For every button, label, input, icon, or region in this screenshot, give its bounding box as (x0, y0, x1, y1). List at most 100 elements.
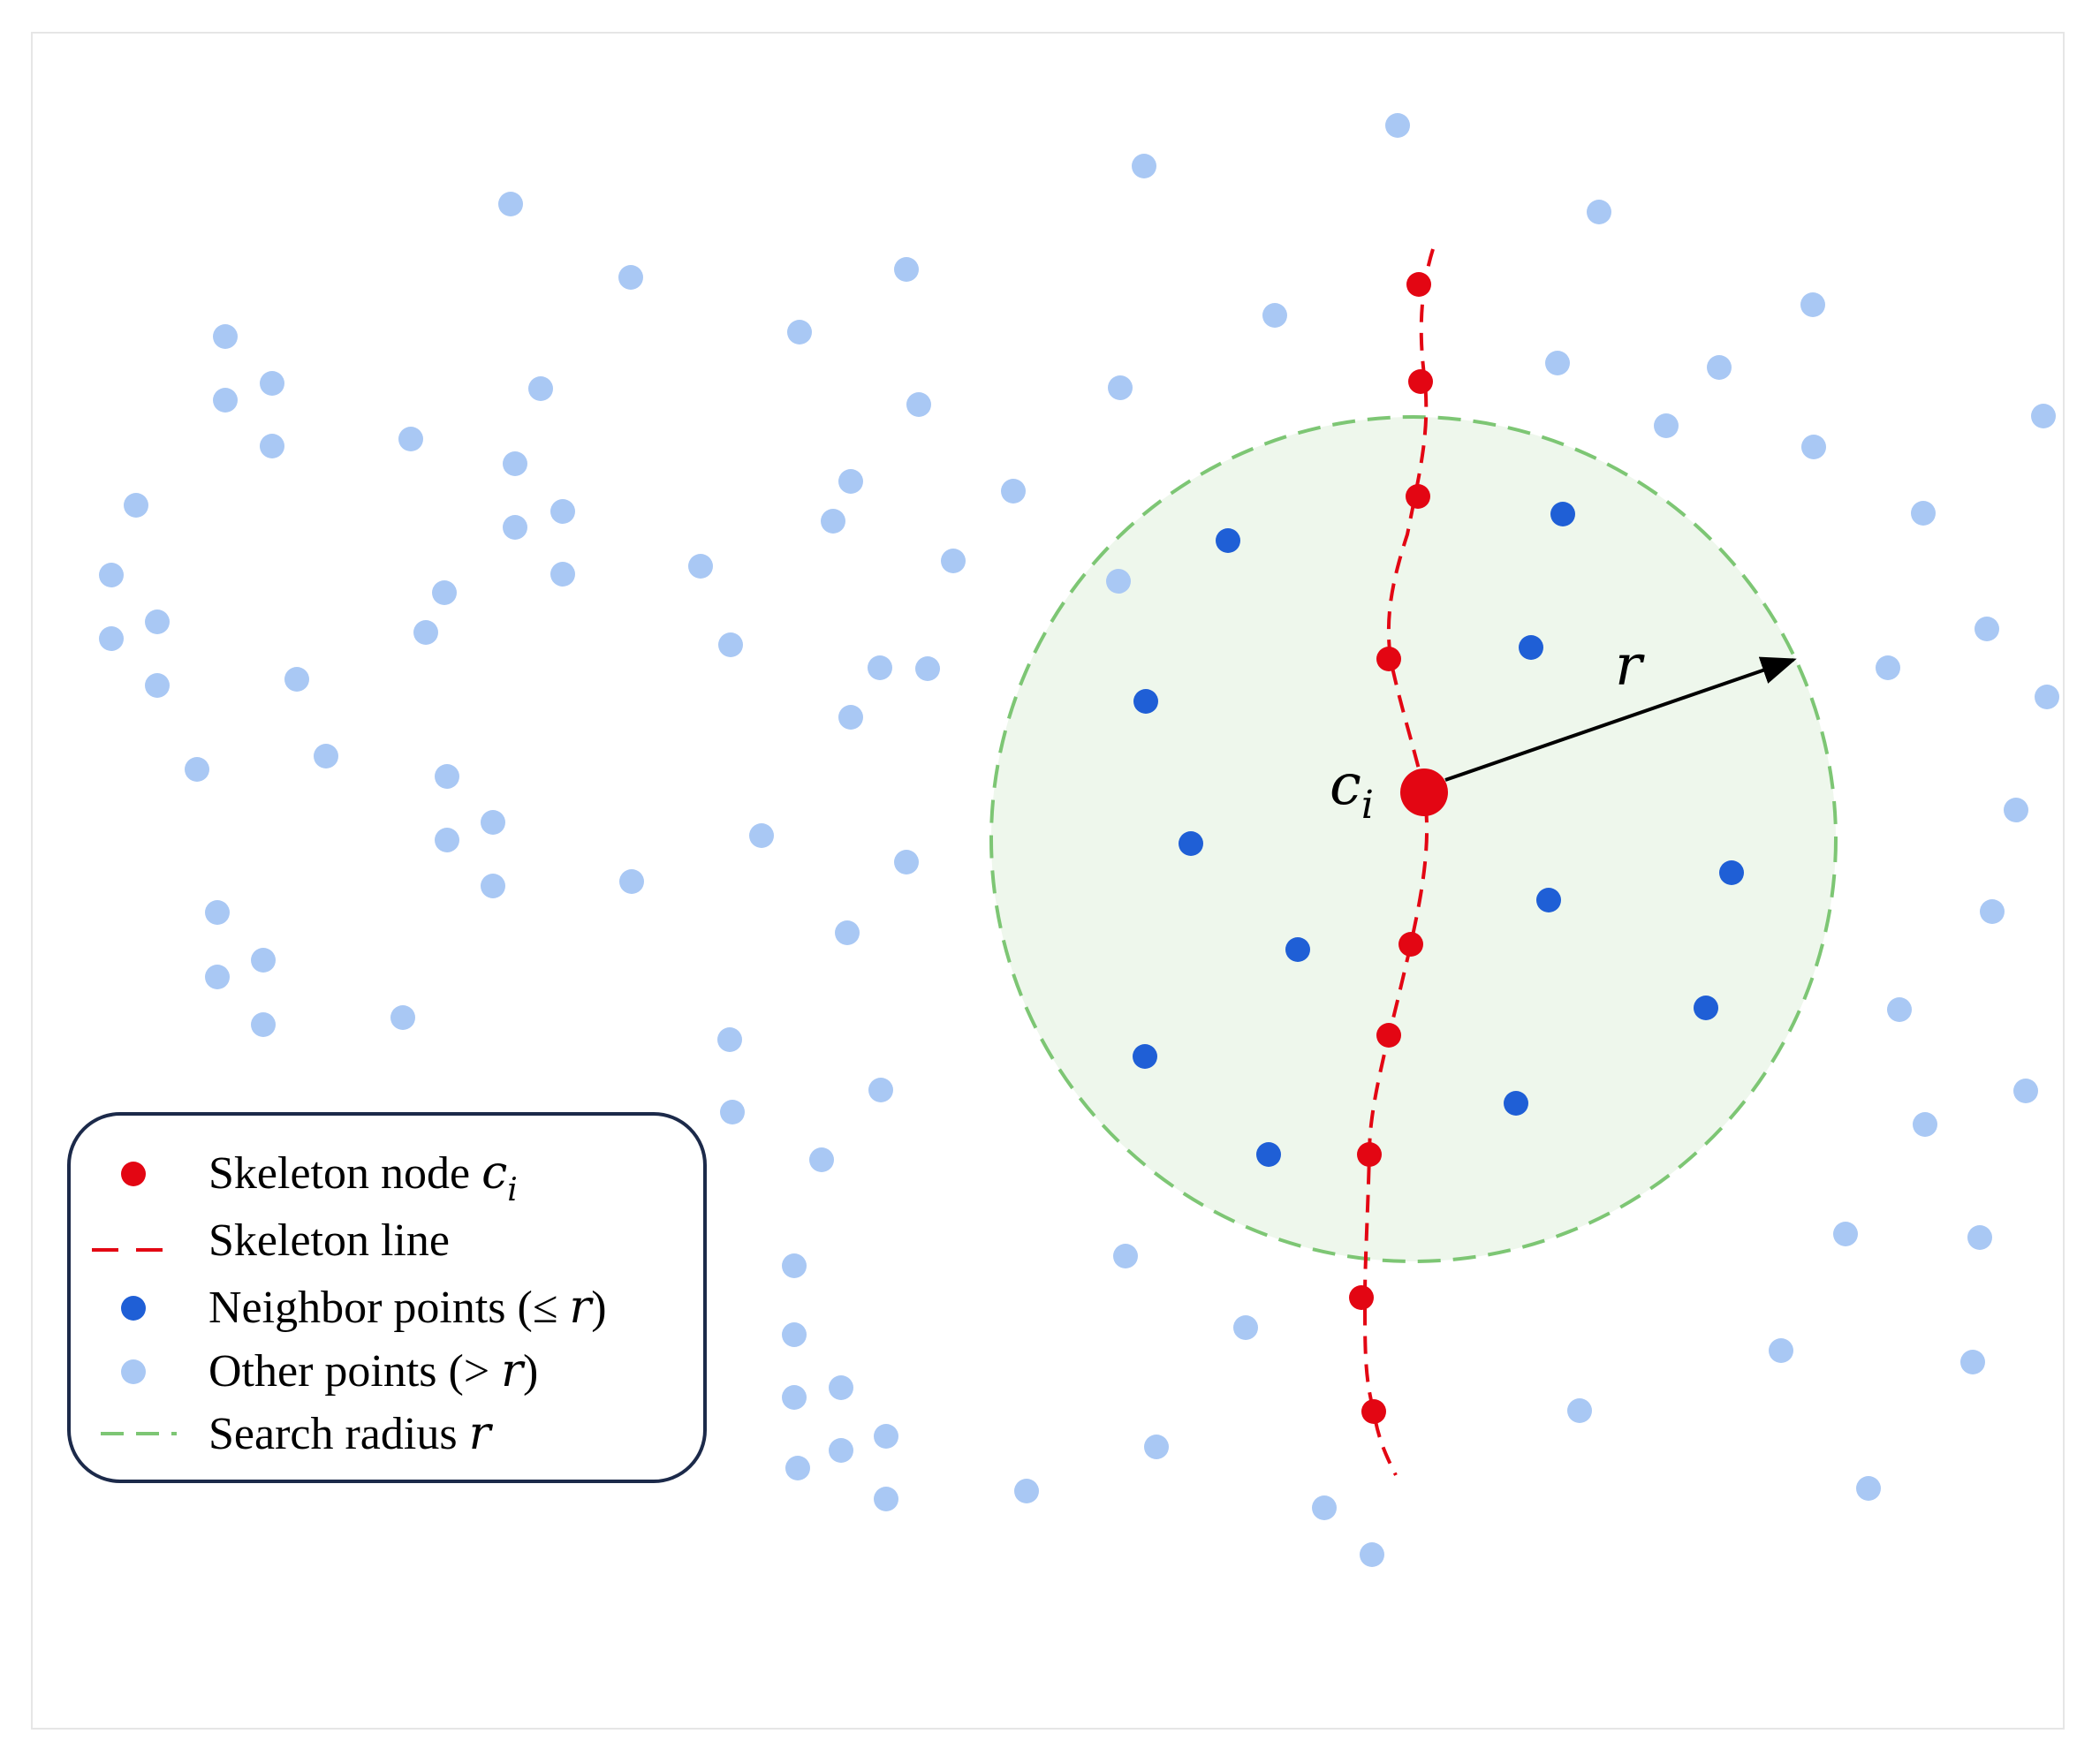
other-point (1833, 1222, 1858, 1246)
legend: Skeleton node ci Skeleton line Neighbor … (67, 1112, 707, 1483)
other-point (205, 900, 230, 925)
neighbor-point (1519, 635, 1543, 660)
other-point (1014, 1479, 1039, 1503)
skeleton-node (1376, 1023, 1401, 1048)
other-point (1856, 1476, 1881, 1501)
center-node-label: ci (1330, 753, 1374, 828)
other-point (314, 744, 338, 768)
legend-box (67, 1112, 707, 1483)
other-point (874, 1424, 898, 1449)
other-point (481, 810, 505, 835)
neighbor-point (1256, 1142, 1281, 1167)
other-point (1587, 200, 1611, 224)
other-point (503, 515, 527, 540)
other-point (528, 376, 553, 401)
other-point (1876, 655, 1900, 680)
other-point (251, 948, 276, 973)
search-radius-circle (989, 415, 1838, 1263)
other-point (1113, 1244, 1138, 1268)
other-point (1913, 1112, 1937, 1137)
neighbor-point (1694, 996, 1718, 1020)
other-point (284, 667, 309, 692)
other-point (1108, 375, 1133, 400)
other-point (1800, 292, 1825, 317)
neighbor-point (1719, 860, 1744, 885)
other-point (782, 1385, 807, 1410)
other-point (498, 192, 523, 216)
other-point (785, 1456, 810, 1480)
legend-skeleton-node-marker (121, 1162, 146, 1186)
skeleton-node (1408, 369, 1433, 394)
other-point (213, 324, 238, 349)
other-point (398, 427, 423, 451)
other-point (124, 493, 148, 518)
radius-arrow (1444, 656, 1797, 782)
other-point (2035, 685, 2059, 709)
other-point (838, 705, 863, 730)
other-points-group (99, 113, 2059, 1567)
other-point (868, 1078, 893, 1102)
other-point (717, 1027, 742, 1052)
other-point (1144, 1435, 1169, 1459)
other-point (821, 509, 845, 534)
neighbor-point (1285, 937, 1310, 962)
other-point (1132, 154, 1156, 178)
legend-search-radius-label: Search radius r (208, 1407, 494, 1460)
other-point (1262, 303, 1287, 328)
other-point (1707, 355, 1732, 380)
other-point (1967, 1225, 1992, 1250)
other-point (145, 609, 170, 634)
other-point (1960, 1350, 1985, 1374)
other-point (435, 764, 459, 789)
other-point (213, 388, 238, 413)
legend-other-points-label: Other points (> r) (208, 1344, 538, 1397)
other-point (2031, 404, 2056, 428)
skeleton-nodes-group (1349, 272, 1433, 1424)
other-point (390, 1005, 415, 1030)
other-point (1312, 1495, 1337, 1520)
other-point (1801, 435, 1826, 459)
other-point (894, 257, 919, 282)
other-point (260, 434, 284, 458)
center-skeleton-node (1400, 768, 1448, 816)
other-point (251, 1012, 276, 1037)
neighbor-point (1536, 888, 1561, 912)
other-point (1385, 113, 1410, 138)
neighbor-points-group (1133, 502, 1744, 1167)
skeleton-node (1361, 1399, 1386, 1424)
other-point (435, 828, 459, 852)
neighbor-point (1550, 502, 1575, 526)
other-point (2013, 1079, 2038, 1103)
other-point (1233, 1315, 1258, 1340)
neighbor-point (1216, 528, 1240, 553)
other-point (874, 1487, 898, 1511)
skeleton-node (1349, 1285, 1374, 1310)
skeleton-node (1398, 932, 1423, 957)
other-point (868, 655, 892, 680)
other-point (915, 656, 940, 681)
neighbor-point (1504, 1091, 1528, 1116)
legend-skeleton-node-label: Skeleton node ci (208, 1147, 518, 1208)
other-point (413, 620, 438, 645)
other-point (2004, 798, 2028, 822)
other-point (782, 1322, 807, 1347)
other-point (1545, 351, 1570, 375)
other-point (1654, 413, 1679, 438)
other-point (718, 632, 743, 657)
other-point (749, 823, 774, 848)
neighbor-point (1179, 831, 1203, 856)
skeleton-node (1376, 647, 1401, 671)
other-point (941, 549, 966, 573)
other-point (503, 451, 527, 476)
other-point (1769, 1338, 1793, 1363)
other-point (1106, 569, 1131, 594)
other-point (720, 1100, 745, 1124)
neighbor-point (1133, 1044, 1157, 1069)
other-point (688, 554, 713, 579)
other-point (260, 371, 284, 396)
other-point (185, 757, 209, 782)
other-point (1001, 479, 1026, 503)
other-point (99, 563, 124, 587)
other-point (145, 673, 170, 698)
